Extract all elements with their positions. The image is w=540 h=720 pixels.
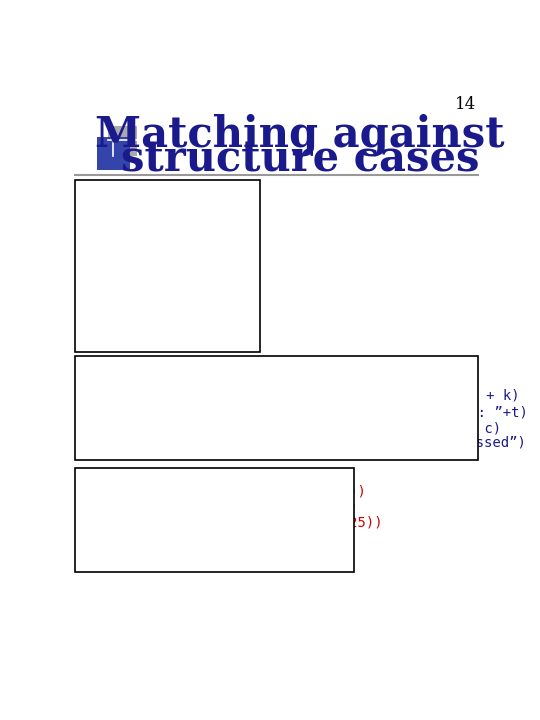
- Text: “Key was pressed ” + k): “Key was pressed ” + k): [327, 389, 520, 402]
- Text: case: case: [79, 225, 130, 240]
- Text: Char: Char: [163, 211, 205, 225]
- Text: KeyInput(k) :: KeyInput(k) :: [79, 389, 230, 402]
- Text: case: case: [79, 197, 130, 210]
- Text: coin: coin: [79, 269, 154, 284]
- Bar: [75, 180, 260, 352]
- Text: step: step: [90, 516, 123, 530]
- Text: match: match: [96, 373, 138, 387]
- Text: as: as: [154, 269, 171, 284]
- Text: WriteLine: WriteLine: [247, 433, 350, 451]
- Text: 1:HandleInput(KeyInput(‘a’)): 1:HandleInput(KeyInput(‘a’)): [123, 485, 366, 499]
- Text: structure: structure: [79, 181, 154, 196]
- Text: KeyInput: KeyInput: [130, 197, 205, 210]
- Text: InputEvent: InputEvent: [154, 181, 247, 196]
- Text: as: as: [171, 240, 188, 254]
- Text: CoinReturn(c) :: CoinReturn(c) :: [79, 436, 247, 450]
- Text: Integer: Integer: [171, 269, 238, 284]
- Text: SwitcherInput: SwitcherInput: [130, 225, 247, 240]
- Text: “Coin inserted”+ c): “Coin inserted”+ c): [342, 421, 501, 435]
- Text: // no data needed: // no data needed: [79, 299, 255, 312]
- Text: CoinInput: CoinInput: [130, 255, 213, 269]
- Text: case: case: [79, 284, 130, 298]
- Text: CoinReturn: CoinReturn: [130, 284, 221, 298]
- Bar: [75, 356, 478, 460]
- Text: 3: HandleInput(CoinInput (25)): 3: HandleInput(CoinInput (25)): [123, 516, 383, 530]
- Text: WriteLine: WriteLine: [230, 386, 327, 404]
- Text: toggle: toggle: [79, 240, 171, 254]
- Text: Matching against: Matching against: [95, 113, 505, 156]
- Text: “Switch flipped: ”+t): “Switch flipped: ”+t): [353, 406, 528, 420]
- Text: step: step: [90, 485, 123, 499]
- Text: step: step: [90, 500, 123, 514]
- Text: CoinInput(c) :: CoinInput(c) :: [79, 421, 238, 435]
- Text: Boolean: Boolean: [188, 240, 255, 254]
- Text: HandleInput ( e: HandleInput ( e: [79, 357, 213, 372]
- Text: case: case: [79, 255, 130, 269]
- Text: Main(): Main(): [82, 469, 136, 484]
- Text: SwitchInput(t) :: SwitchInput(t) :: [79, 406, 255, 420]
- Text: InputEvent ): InputEvent ): [230, 357, 339, 372]
- Text: “Coin return passed”): “Coin return passed”): [350, 436, 526, 450]
- FancyBboxPatch shape: [97, 138, 130, 169]
- Text: structure cases: structure cases: [121, 139, 480, 181]
- Text: e: e: [138, 373, 154, 387]
- Text: 14: 14: [455, 96, 476, 112]
- FancyBboxPatch shape: [108, 127, 137, 156]
- Text: as: as: [213, 357, 230, 372]
- Text: WriteLine: WriteLine: [255, 402, 353, 420]
- Text: WriteLine: WriteLine: [238, 418, 342, 436]
- Text: 2:HandleInput(CoinReturn()): 2:HandleInput(CoinReturn()): [123, 500, 358, 514]
- Text: key: key: [79, 211, 146, 225]
- Bar: [75, 467, 354, 572]
- Text: as: as: [146, 211, 163, 225]
